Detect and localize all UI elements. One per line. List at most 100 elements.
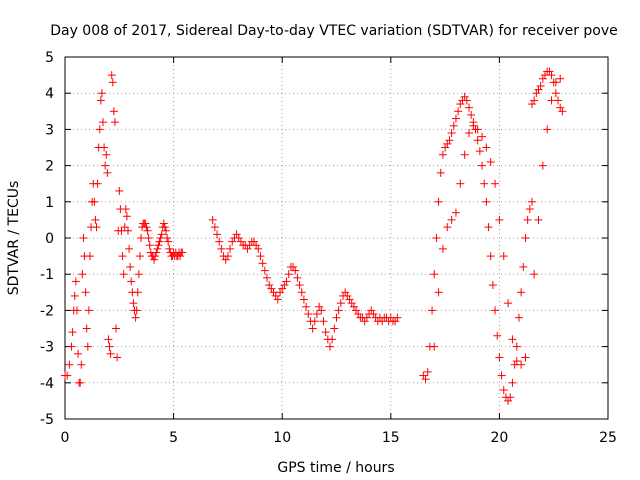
data-point [428, 306, 437, 315]
data-point [430, 342, 439, 351]
data-point [352, 306, 361, 315]
data-point [131, 313, 140, 322]
data-point [497, 371, 506, 380]
data-point [78, 270, 87, 279]
data-point [97, 89, 106, 98]
data-point [473, 125, 482, 134]
data-point [495, 353, 504, 362]
data-point [538, 161, 547, 170]
data-point [132, 306, 141, 315]
data-point [556, 103, 565, 112]
data-point [367, 306, 376, 315]
data-point [289, 262, 298, 271]
data-point [308, 324, 317, 333]
data-point [482, 197, 491, 206]
data-point [125, 244, 134, 253]
data-point [521, 353, 530, 362]
data-point [137, 234, 146, 242]
data-point [217, 244, 226, 253]
data-point [312, 310, 321, 319]
data-point [530, 96, 539, 105]
data-point [102, 150, 111, 159]
data-point [83, 342, 92, 351]
data-point [325, 342, 334, 351]
data-point [304, 310, 313, 319]
data-point [105, 342, 114, 351]
data-point [558, 107, 567, 116]
y-tick-label: 3 [45, 122, 54, 138]
data-point [297, 288, 306, 297]
data-point [543, 125, 552, 134]
data-point [391, 317, 400, 326]
data-point [208, 215, 217, 224]
data-point [451, 114, 460, 123]
y-tick-label: 1 [45, 195, 54, 211]
data-point [460, 150, 469, 159]
data-point [556, 74, 565, 83]
data-point [478, 161, 487, 170]
data-point [436, 168, 445, 177]
data-point [527, 100, 536, 109]
data-point [160, 223, 169, 232]
data-point [332, 313, 341, 322]
data-point [258, 259, 267, 268]
data-point [456, 100, 465, 109]
data-point [434, 197, 443, 206]
data-point [460, 92, 469, 101]
data-point [103, 168, 112, 177]
data-point [236, 237, 245, 246]
y-tick-label: 2 [45, 159, 54, 175]
data-point [315, 302, 324, 311]
data-point [302, 302, 311, 311]
data-point [545, 67, 554, 76]
data-point [521, 234, 530, 242]
data-point [95, 125, 104, 134]
data-point [451, 208, 460, 217]
data-point [79, 234, 88, 242]
data-point [508, 335, 517, 344]
data-point [480, 179, 489, 188]
x-tick-label: 20 [490, 430, 508, 446]
data-point [473, 136, 482, 145]
data-point [454, 107, 463, 116]
data-point [151, 252, 160, 261]
data-point [360, 317, 369, 326]
data-point [63, 371, 72, 380]
data-point [100, 143, 109, 152]
data-point [547, 71, 556, 80]
data-point [115, 186, 124, 195]
data-point [157, 230, 166, 239]
data-point [423, 367, 432, 376]
data-point [336, 299, 345, 308]
data-point [478, 132, 487, 141]
data-point [82, 324, 91, 333]
data-point [101, 161, 110, 170]
data-point [118, 252, 127, 261]
data-point [438, 150, 447, 159]
data-point [67, 342, 76, 351]
data-point [291, 266, 300, 275]
data-point [108, 78, 117, 87]
data-point [210, 223, 219, 232]
data-point [96, 96, 105, 105]
data-point [260, 266, 269, 275]
data-point [92, 223, 101, 232]
data-point [523, 215, 532, 224]
data-point [106, 349, 115, 358]
data-point [150, 255, 159, 264]
y-tick-label: -3 [40, 340, 54, 356]
data-point [508, 378, 517, 387]
data-point [93, 179, 102, 188]
data-point [164, 237, 173, 246]
data-point [295, 281, 304, 290]
data-point [243, 244, 252, 253]
data-point [161, 226, 170, 235]
x-tick-label: 10 [273, 430, 291, 446]
data-point [432, 234, 441, 242]
data-point [447, 129, 456, 138]
data-point [421, 375, 430, 384]
data-point [530, 270, 539, 279]
axis-ticks: 0 5 10 15 20 25 -5 -4 -3 -2 -1 0 1 2 3 4 5 [40, 50, 617, 446]
data-point [534, 85, 543, 94]
data-point [310, 317, 319, 326]
